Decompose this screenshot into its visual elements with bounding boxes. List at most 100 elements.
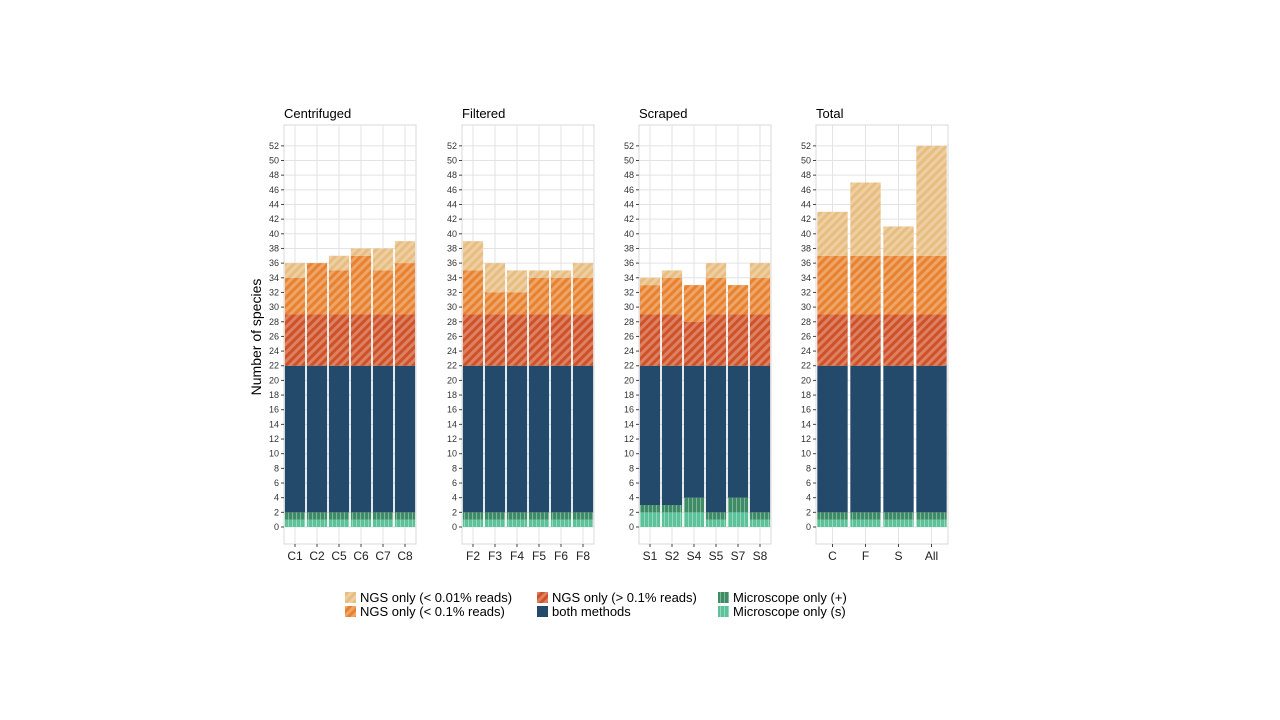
y-tick-label: 38	[624, 243, 634, 253]
legend-swatch-hatch	[345, 592, 356, 603]
x-tick-label-c8: C8	[397, 549, 413, 563]
y-tick-label: 36	[269, 258, 279, 268]
bar-s-ngs-only-0-01-reads-hatch	[883, 226, 914, 256]
bar-s2-microscope-only-s-stripe	[661, 512, 683, 527]
y-tick-label: 36	[624, 258, 634, 268]
y-tick-label: 26	[624, 331, 634, 341]
bar-f2-ngs-only-0-1-reads-hatch	[462, 270, 484, 315]
bar-c-ngs-only-0-1-reads-hatch	[817, 255, 848, 315]
panel-title-centrifuged: Centrifuged	[284, 106, 351, 121]
y-tick-label: 52	[801, 141, 811, 151]
y-tick-label: 38	[269, 243, 279, 253]
bar-f4-microscope-only-stripe	[506, 512, 528, 520]
y-tick-label: 2	[452, 507, 457, 517]
y-tick-label: 30	[624, 302, 634, 312]
panel-filtered: Filtered02468101214161820222426283032343…	[447, 106, 595, 563]
y-tick-label: 2	[629, 507, 634, 517]
bar-f3-microscope-only-stripe	[484, 512, 506, 520]
bar-f8-microscope-only-stripe	[572, 512, 594, 520]
bar-f-both-methods	[850, 365, 881, 513]
bar-c8-microscope-only-s-stripe	[394, 519, 416, 527]
bar-f-microscope-only-s-stripe	[850, 519, 881, 527]
bar-s2-ngs-only-0-1-reads-hatch	[661, 277, 683, 315]
x-tick-label-f4: F4	[510, 549, 524, 563]
bar-s2-microscope-only-stripe	[661, 505, 683, 513]
y-tick-label: 32	[447, 287, 457, 297]
y-tick-label: 48	[447, 170, 457, 180]
bar-f8-ngs-only-0-1-reads-hatch	[572, 277, 594, 315]
y-tick-label: 50	[624, 156, 634, 166]
bar-f8-ngs-only-0-01-reads-hatch	[572, 263, 594, 278]
bar-c8-both-methods	[394, 365, 416, 513]
y-tick-label: 48	[269, 170, 279, 180]
bar-f5-ngs-only-0-1-reads-hatch	[528, 314, 550, 366]
y-tick-label: 14	[624, 419, 634, 429]
x-tick-label-f8: F8	[576, 549, 590, 563]
y-tick-label: 34	[447, 273, 457, 283]
y-tick-label: 42	[269, 214, 279, 224]
y-tick-label: 52	[447, 141, 457, 151]
chart-panels: Centrifuged02468101214161820222426283032…	[269, 106, 949, 563]
bar-c7-microscope-only-s-stripe	[372, 519, 394, 527]
bar-c2-ngs-only-0-1-reads-hatch	[306, 263, 328, 315]
y-tick-label: 38	[801, 243, 811, 253]
bar-c6-both-methods	[350, 365, 372, 513]
y-tick-label: 6	[629, 478, 634, 488]
bar-s8-both-methods	[749, 365, 771, 513]
bar-f6-microscope-only-s-stripe	[550, 519, 572, 527]
legend-swatch	[537, 606, 548, 617]
bar-f8-both-methods	[572, 365, 594, 513]
bar-f4-ngs-only-0-1-reads-hatch	[506, 292, 528, 315]
y-tick-label: 18	[269, 390, 279, 400]
panel-plot-area	[461, 124, 595, 545]
y-tick-label: 18	[624, 390, 634, 400]
bar-c2-ngs-only-0-1-reads-hatch	[306, 314, 328, 366]
y-tick-label: 10	[624, 449, 634, 459]
bar-s1-ngs-only-0-1-reads-hatch	[639, 285, 661, 315]
y-tick-label: 6	[274, 478, 279, 488]
bar-all-both-methods	[916, 365, 947, 513]
bar-f3-ngs-only-0-1-reads-hatch	[484, 292, 506, 315]
y-tick-label: 28	[447, 317, 457, 327]
legend-swatch-stripe	[718, 592, 729, 603]
bar-c1-both-methods	[284, 365, 306, 513]
bar-s1-both-methods	[639, 365, 661, 506]
y-tick-label: 40	[269, 229, 279, 239]
y-tick-label: 28	[269, 317, 279, 327]
bar-s5-ngs-only-0-1-reads-hatch	[705, 314, 727, 366]
y-tick-label: 42	[801, 214, 811, 224]
bar-s2-ngs-only-0-1-reads-hatch	[661, 314, 683, 366]
y-tick-label: 4	[806, 493, 811, 503]
panel-title-total: Total	[816, 106, 844, 121]
legend-item-both-methods: both methods	[537, 604, 631, 619]
bar-c2-microscope-only-stripe	[306, 512, 328, 520]
bar-f3-ngs-only-0-1-reads-hatch	[484, 314, 506, 366]
y-tick-label: 30	[447, 302, 457, 312]
bar-c2-microscope-only-s-stripe	[306, 519, 328, 527]
bar-all-microscope-only-stripe	[916, 512, 947, 520]
legend-item-ngs-only-0-1-reads: NGS only (< 0.1% reads)	[345, 604, 505, 619]
y-tick-label: 24	[269, 346, 279, 356]
bar-c8-microscope-only-stripe	[394, 512, 416, 520]
y-tick-label: 16	[624, 405, 634, 415]
legend-item-ngs-only-0-01-reads: NGS only (< 0.01% reads)	[345, 590, 512, 605]
bar-c7-ngs-only-0-1-reads-hatch	[372, 314, 394, 366]
y-tick-label: 46	[801, 185, 811, 195]
y-tick-label: 12	[624, 434, 634, 444]
y-tick-label: 0	[629, 522, 634, 532]
bar-f3-microscope-only-s-stripe	[484, 519, 506, 527]
y-tick-label: 4	[629, 493, 634, 503]
panel-total: Total02468101214161820222426283032343638…	[801, 106, 949, 563]
bar-c6-ngs-only-0-1-reads-hatch	[350, 314, 372, 366]
bar-s8-ngs-only-0-01-reads-hatch	[749, 263, 771, 278]
bar-s5-both-methods	[705, 365, 727, 513]
y-tick-label: 22	[269, 361, 279, 371]
bar-c6-ngs-only-0-01-reads-hatch	[350, 248, 372, 256]
bar-s4-both-methods	[683, 365, 705, 498]
legend-label: NGS only (< 0.01% reads)	[360, 590, 512, 605]
bar-s-microscope-only-s-stripe	[883, 519, 914, 527]
x-tick-label-s4: S4	[687, 549, 702, 563]
y-tick-label: 44	[624, 199, 634, 209]
y-tick-label: 24	[801, 346, 811, 356]
